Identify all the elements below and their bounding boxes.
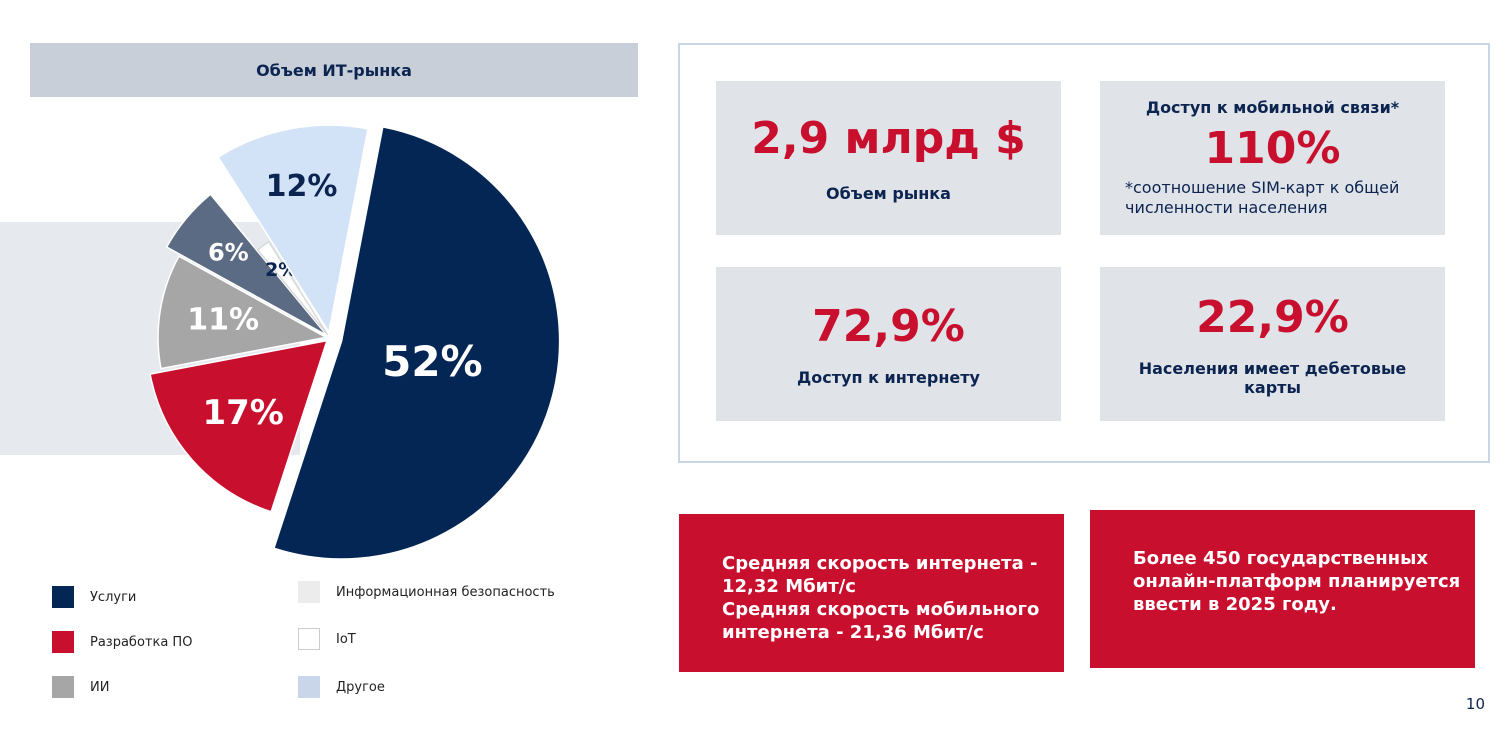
speed-line: Средняя скорость мобильного xyxy=(722,599,1040,620)
stat-value: 2,9 млрд $ xyxy=(751,113,1026,164)
legend-item-other: Другое xyxy=(298,676,385,698)
stat-note-line: *соотношение SIM-карт к общей xyxy=(1125,178,1400,197)
legend-item-iot: IoT xyxy=(298,628,356,650)
pie-slice xyxy=(217,124,369,335)
pie-slice xyxy=(272,126,561,560)
legend-swatch xyxy=(52,586,74,608)
internet-speed-box: Средняя скорость интернета - 12,32 Мбит/… xyxy=(679,514,1064,672)
legend-label: Услуги xyxy=(90,589,137,605)
legend-label: Другое xyxy=(336,679,385,695)
stat-label: Населения имеет дебетовые карты xyxy=(1139,359,1407,397)
pie-slice xyxy=(165,193,328,337)
legend-label: IoT xyxy=(336,631,356,647)
legend-label: Разработка ПО xyxy=(90,634,193,650)
pie-slice-label: 17% xyxy=(202,393,283,433)
gov-platforms-box: Более 450 государственных онлайн-платфор… xyxy=(1090,510,1475,668)
stat-mobile-access: Доступ к мобильной связи* 110% *соотноше… xyxy=(1100,81,1445,235)
pie-slice xyxy=(157,255,329,370)
speed-line: интернета - 21,36 Мбит/с xyxy=(722,622,984,643)
pie-chart: 52%17%11%6%2%12% xyxy=(149,124,561,560)
speed-line: Средняя скорость интернета - xyxy=(722,553,1038,574)
legend-item-software: Разработка ПО xyxy=(52,631,192,653)
pie-slice-label: 52% xyxy=(382,337,483,386)
page-number: 10 xyxy=(1465,695,1485,713)
platforms-line: онлайн-платформ планируется xyxy=(1133,571,1461,592)
stat-label: Доступ к интернету xyxy=(797,368,980,387)
stat-label: Объем рынка xyxy=(826,184,951,203)
stat-label-line: Населения имеет дебетовые xyxy=(1138,358,1407,378)
platforms-line: ввести в 2025 году. xyxy=(1133,594,1337,615)
pie-slice-label: 11% xyxy=(187,302,259,337)
legend-item-infosec: Информационная безопасность xyxy=(298,581,555,603)
stats-panel: 2,9 млрд $ Объем рынка Доступ к мобильно… xyxy=(678,43,1490,463)
chart-title: Объем ИТ-рынка xyxy=(30,43,638,97)
chart-legend: Услуги Разработка ПО ИИ Информационная б… xyxy=(52,578,612,708)
stat-label-line: карты xyxy=(1244,377,1301,397)
legend-swatch xyxy=(298,581,320,603)
pie-slice xyxy=(149,339,329,513)
legend-swatch xyxy=(298,628,320,650)
stat-value: 110% xyxy=(1204,123,1341,174)
stat-debit-cards: 22,9% Населения имеет дебетовые карты xyxy=(1100,267,1445,421)
legend-label: Информационная безопасность xyxy=(336,584,555,600)
stat-title: Доступ к мобильной связи* xyxy=(1145,98,1400,117)
legend-item-ai: ИИ xyxy=(52,676,109,698)
legend-swatch xyxy=(298,676,320,698)
stat-value: 72,9% xyxy=(812,301,965,352)
speed-line: 12,32 Мбит/с xyxy=(722,576,856,597)
stat-value: 22,9% xyxy=(1196,291,1349,343)
legend-swatch xyxy=(52,676,74,698)
pie-slice xyxy=(256,240,329,336)
pie-slice-label: 6% xyxy=(208,239,249,267)
legend-label: ИИ xyxy=(90,679,110,695)
legend-item-services: Услуги xyxy=(52,586,136,608)
stat-market-volume: 2,9 млрд $ Объем рынка xyxy=(716,81,1061,235)
stat-internet-access: 72,9% Доступ к интернету xyxy=(716,267,1061,421)
legend-swatch xyxy=(52,631,74,653)
platforms-line: Более 450 государственных xyxy=(1133,548,1428,569)
stat-note: *соотношение SIM-карт к общей численност… xyxy=(1125,178,1399,218)
pie-slice-label: 12% xyxy=(266,169,338,204)
stat-note-line: численности населения xyxy=(1125,198,1328,217)
